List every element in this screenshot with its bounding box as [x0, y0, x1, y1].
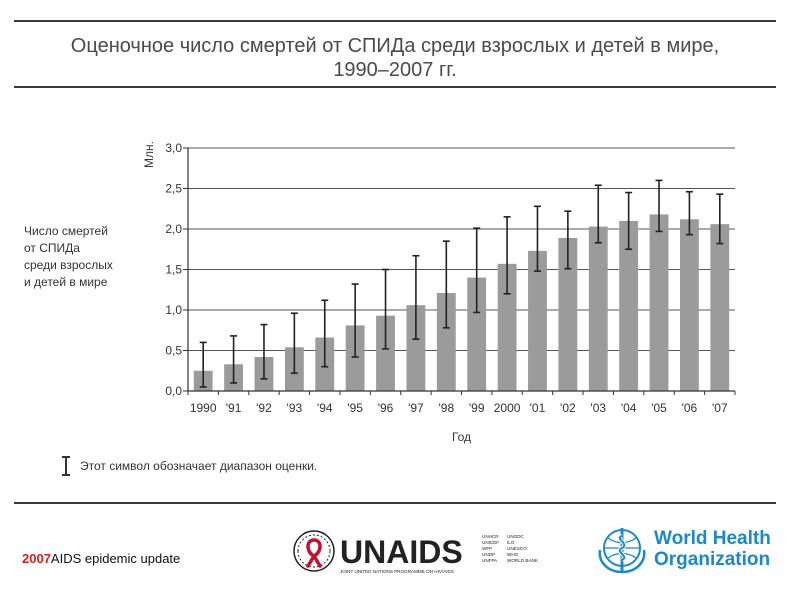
y-tick-label: 1,5 [165, 263, 182, 277]
x-tick-label: '04 [621, 401, 637, 415]
report-year: 2007 [22, 551, 51, 566]
x-tick-label: '93 [287, 401, 303, 415]
x-tick-label: '07 [712, 401, 728, 415]
who-logo: World Health Organization [594, 524, 771, 576]
bottom-rule [14, 502, 776, 504]
unaids-emblem [293, 530, 335, 572]
bars [193, 214, 730, 391]
x-tick-label: '99 [469, 401, 485, 415]
bar [436, 292, 456, 391]
side-label-line: Число смертей [24, 224, 108, 238]
bar [497, 263, 517, 391]
y-tick-label: 0,0 [165, 384, 182, 398]
cosponsor-name: WFP [482, 546, 492, 551]
unaids-wordmark: UNAIDS [340, 534, 463, 570]
grid-lines [188, 147, 735, 351]
cosponsor-name: UNODC [507, 534, 525, 539]
error-bar-icon [62, 455, 70, 477]
title-bottom-rule [14, 86, 776, 88]
cosponsor-name: UNDP [482, 552, 495, 557]
chart-title-line1: Оценочное число смертей от СПИДа среди в… [70, 35, 720, 57]
who-wordmark: World Health Organization [654, 528, 771, 570]
x-tick-label: '06 [682, 401, 698, 415]
chart-title: Оценочное число смертей от СПИДа среди в… [14, 34, 776, 82]
error-bars [199, 179, 724, 388]
x-tick-label: '02 [560, 401, 576, 415]
legend: Этот символ обозначает диапазон оценки. [62, 454, 317, 478]
tick-labels: 0,0 0,5 1,0 1,5 2,0 2,5 3,0 1990 '91 '92 '93 '94 '95… [142, 141, 728, 444]
x-tick-label: '94 [317, 401, 333, 415]
report-name: AIDS epidemic update [50, 551, 181, 566]
unaids-logo: UNAIDS JOINT UNITED NATIONS PROGRAMME ON… [293, 530, 539, 574]
bar [467, 277, 487, 391]
x-tick-label: '98 [438, 401, 454, 415]
side-label-line: и детей в мире [24, 275, 108, 289]
cosponsor-name: WHO [507, 552, 519, 557]
axes [183, 147, 736, 395]
y-tick-label: 2,0 [165, 222, 182, 236]
x-axis-label: Год [452, 430, 471, 444]
who-wordmark-line1: World Health [654, 528, 771, 549]
side-label-line: среди взрослых [24, 258, 113, 272]
bar [528, 250, 547, 391]
cosponsor-name: UNICEF [482, 540, 499, 545]
cosponsor-name: UNESCO [507, 546, 527, 551]
cosponsor-name: UNHCR [482, 534, 499, 539]
cosponsor-name: UNFPA [482, 558, 498, 563]
cosponsor-name: ILO [507, 540, 515, 545]
x-tick-label: '03 [590, 401, 606, 415]
chart-title-line2: 1990–2007 гг. [333, 59, 457, 81]
who-wordmark-line2: Organization [654, 549, 771, 570]
bar [345, 325, 365, 391]
y-tick-label: 2,5 [165, 182, 182, 196]
y-tick-label: 1,0 [165, 303, 182, 317]
bar [619, 220, 639, 391]
x-tick-label: '05 [651, 401, 667, 415]
top-rule [14, 20, 776, 22]
unaids-subtitle: JOINT UNITED NATIONS PROGRAMME ON HIV/AI… [340, 569, 454, 574]
bar [558, 237, 578, 391]
x-tick-label: 2000 [494, 401, 521, 415]
cosponsor-name: WORLD BANK [507, 558, 539, 563]
y-tick-label: 0,5 [165, 344, 182, 358]
y-tick-label: 3,0 [165, 141, 182, 155]
bar [679, 219, 699, 391]
who-emblem-icon [598, 528, 646, 574]
bar [649, 214, 669, 391]
x-tick-label: '91 [226, 401, 242, 415]
x-tick-label: '92 [256, 401, 272, 415]
side-label-line: от СПИДа [24, 241, 80, 255]
bar [406, 305, 426, 391]
x-tick-label: '95 [347, 401, 363, 415]
y-axis-label: Млн. [142, 141, 156, 168]
x-tick-label: 1990 [190, 401, 217, 415]
bar [710, 224, 730, 391]
report-title: 2007AIDS epidemic update [22, 551, 180, 566]
x-tick-label: '97 [408, 401, 424, 415]
x-tick-label: '01 [530, 401, 546, 415]
x-tick-label: '96 [378, 401, 394, 415]
bar [588, 226, 608, 391]
legend-text: Этот символ обозначает диапазон оценки. [80, 459, 318, 473]
bar [376, 315, 395, 391]
side-label: Число смертей от СПИДа среди взрослых и … [24, 223, 113, 291]
